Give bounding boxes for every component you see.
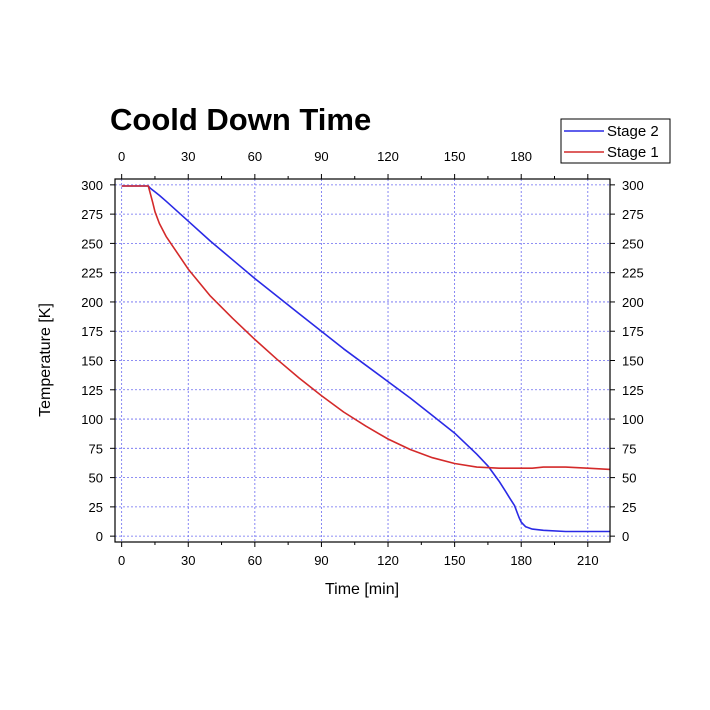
series-line-stage-1: [121, 185, 611, 471]
grid: [115, 179, 610, 542]
y-tick-label-right: 175: [622, 324, 644, 339]
y-tick-label-left: 200: [81, 295, 103, 310]
y-tick-label-left: 100: [81, 412, 103, 427]
x-tick-label: 180: [510, 553, 532, 568]
x-top-tick-label: 150: [444, 149, 466, 164]
y-tick-label-left: 75: [89, 441, 103, 456]
y-tick-label-right: 75: [622, 441, 636, 456]
y-tick-label-left: 300: [81, 178, 103, 193]
y-tick-label-right: 0: [622, 529, 629, 544]
x-tick-label: 0: [118, 553, 125, 568]
y-tick-label-right: 275: [622, 207, 644, 222]
x-tick-label: 60: [248, 553, 262, 568]
x-top-tick-label: 120: [377, 149, 399, 164]
y-tick-label-right: 300: [622, 178, 644, 193]
y-tick-label-right: 250: [622, 236, 644, 251]
axis-ticks: [110, 174, 615, 547]
y-tick-label-left: 250: [81, 236, 103, 251]
y-tick-label-right: 200: [622, 295, 644, 310]
x-top-tick-label: 180: [510, 149, 532, 164]
y-tick-label-right: 150: [622, 354, 644, 369]
y-tick-label-right: 100: [622, 412, 644, 427]
x-top-tick-label: 60: [248, 149, 262, 164]
y-tick-label-left: 225: [81, 266, 103, 281]
x-top-tick-label: 0: [118, 149, 125, 164]
x-top-tick-label: 90: [314, 149, 328, 164]
x-tick-label: 30: [181, 553, 195, 568]
legend-box: [560, 118, 671, 164]
chart-title: Coold Down Time: [110, 102, 371, 137]
y-tick-label-left: 125: [81, 383, 103, 398]
y-tick-label-right: 25: [622, 500, 636, 515]
legend-label-stage-2: Stage 2: [607, 123, 659, 140]
x-tick-label: 90: [314, 553, 328, 568]
legend-label-stage-1: Stage 1: [607, 144, 659, 161]
y-tick-label-right: 125: [622, 383, 644, 398]
series-line-stage-2: [121, 185, 610, 533]
y-tick-label-left: 175: [81, 324, 103, 339]
y-tick-label-left: 150: [81, 354, 103, 369]
x-tick-label: 150: [444, 553, 466, 568]
legend: Stage 2 Stage 1: [560, 118, 671, 164]
x-axis-label: Time [min]: [325, 581, 399, 598]
y-tick-label-right: 225: [622, 266, 644, 281]
x-tick-label: 210: [577, 553, 599, 568]
y-tick-label-left: 0: [96, 529, 103, 544]
y-tick-label-right: 50: [622, 471, 636, 486]
y-axis-label: Temperature [K]: [37, 303, 54, 417]
x-tick-label: 120: [377, 553, 399, 568]
series-lines: [121, 185, 611, 533]
y-tick-label-left: 50: [89, 471, 103, 486]
y-tick-label-left: 275: [81, 207, 103, 222]
y-tick-label-left: 25: [89, 500, 103, 515]
x-top-tick-label: 30: [181, 149, 195, 164]
